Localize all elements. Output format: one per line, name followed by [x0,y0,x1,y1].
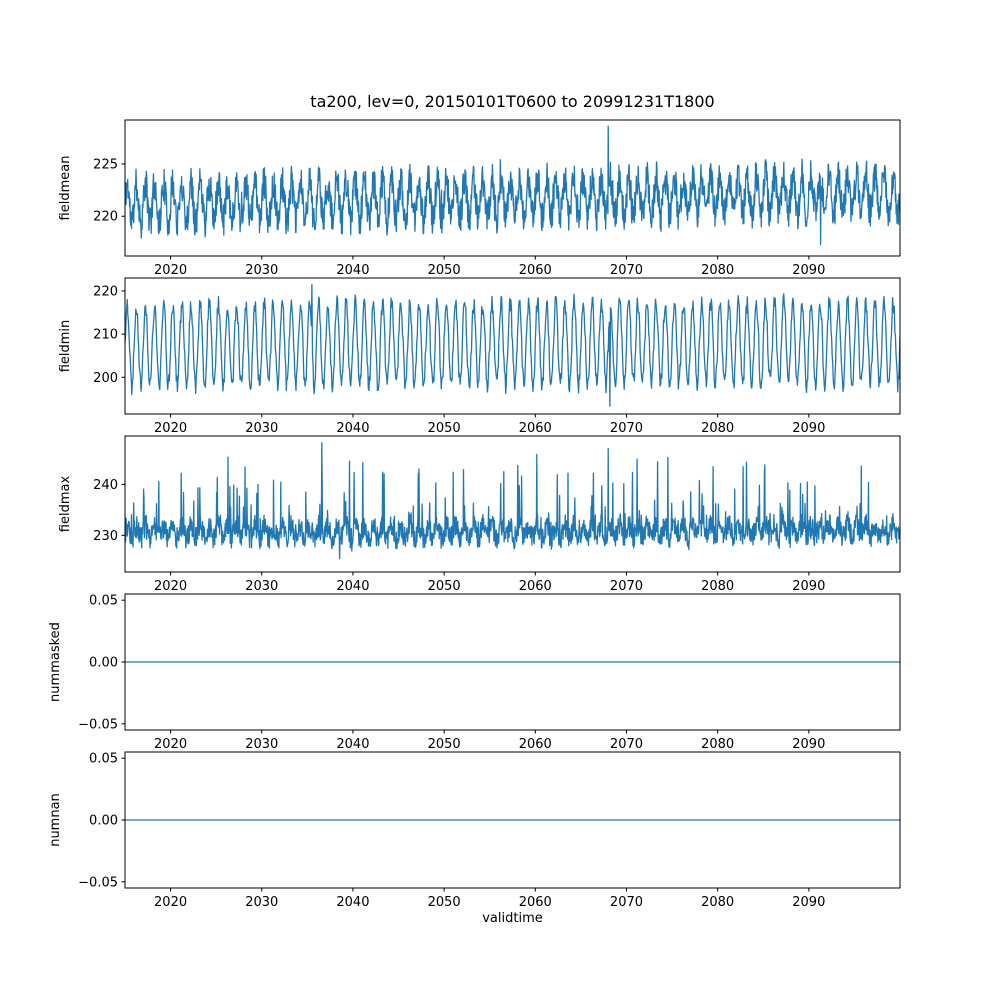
svg-text:225: 225 [93,157,118,172]
svg-text:240: 240 [93,478,118,493]
svg-text:2090: 2090 [792,421,825,436]
x-axis-label: validtime [482,911,543,926]
svg-text:2070: 2070 [610,895,643,910]
svg-text:2050: 2050 [428,263,461,278]
svg-text:2050: 2050 [428,895,461,910]
svg-text:2080: 2080 [701,895,734,910]
svg-text:2070: 2070 [610,579,643,594]
svg-text:2020: 2020 [154,737,187,752]
svg-text:2060: 2060 [519,579,552,594]
svg-text:2060: 2060 [519,421,552,436]
svg-text:0.05: 0.05 [89,594,118,609]
svg-text:2080: 2080 [701,421,734,436]
svg-text:−0.05: −0.05 [78,717,118,732]
svg-text:2030: 2030 [245,737,278,752]
svg-text:230: 230 [93,529,118,544]
chart-title: ta200, lev=0, 20150101T0600 to 20991231T… [310,92,715,111]
svg-text:2070: 2070 [610,263,643,278]
svg-text:2090: 2090 [792,895,825,910]
svg-text:−0.05: −0.05 [78,875,118,890]
svg-text:2080: 2080 [701,263,734,278]
svg-text:220: 220 [93,210,118,225]
svg-text:2050: 2050 [428,737,461,752]
svg-text:0.05: 0.05 [89,752,118,767]
svg-text:2060: 2060 [519,263,552,278]
svg-text:210: 210 [93,328,118,343]
subplot-fieldmin: 2020 2030 2040 2050 2060 2070 2080 2090 200 210 22… [93,277,901,436]
svg-text:2030: 2030 [245,579,278,594]
series-fieldmin [125,283,900,407]
svg-text:2020: 2020 [154,895,187,910]
svg-text:2090: 2090 [792,579,825,594]
subplot-numnan: 2020 2030 2040 2050 2060 2070 2080 2090 −0.05 0.0… [78,751,901,910]
svg-text:2020: 2020 [154,263,187,278]
svg-text:2050: 2050 [428,421,461,436]
svg-text:220: 220 [93,284,118,299]
subplot-nummasked: 2020 2030 2040 2050 2060 2070 2080 2090 −0.05 0.0… [78,593,901,752]
svg-text:2050: 2050 [428,579,461,594]
svg-text:2080: 2080 [701,737,734,752]
svg-text:2030: 2030 [245,895,278,910]
svg-text:2040: 2040 [336,579,369,594]
svg-text:2090: 2090 [792,263,825,278]
svg-text:2040: 2040 [336,895,369,910]
svg-text:2060: 2060 [519,895,552,910]
svg-text:0.00: 0.00 [89,814,118,829]
svg-text:2020: 2020 [154,421,187,436]
svg-text:2070: 2070 [610,737,643,752]
svg-text:2020: 2020 [154,579,187,594]
svg-text:2040: 2040 [336,263,369,278]
series-fieldmean [125,125,900,246]
svg-text:2090: 2090 [792,737,825,752]
svg-text:2080: 2080 [701,579,734,594]
svg-text:0.00: 0.00 [89,656,118,671]
svg-text:2030: 2030 [245,421,278,436]
svg-text:200: 200 [93,371,118,386]
svg-text:2040: 2040 [336,421,369,436]
series-fieldmax [125,441,900,560]
svg-text:2060: 2060 [519,737,552,752]
svg-text:2030: 2030 [245,263,278,278]
subplot-fieldmean: 2020 2030 2040 2050 2060 2070 2080 2090 220 225 [93,119,901,278]
svg-text:2040: 2040 [336,737,369,752]
svg-text:2070: 2070 [610,421,643,436]
subplot-fieldmax: 2020 2030 2040 2050 2060 2070 2080 2090 230 240 [93,435,901,594]
